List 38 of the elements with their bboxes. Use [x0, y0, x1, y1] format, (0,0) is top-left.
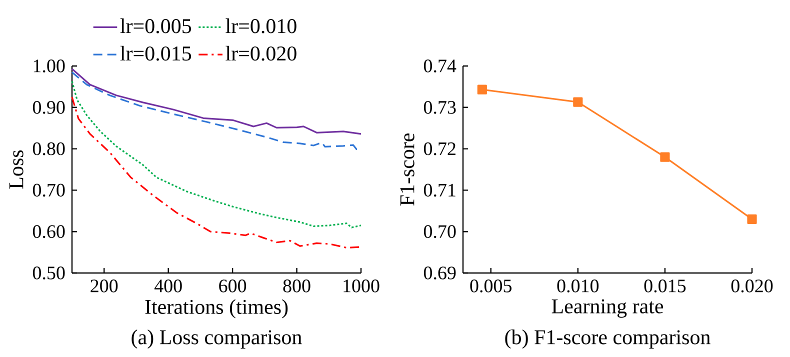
y-tick-label: 0.74: [424, 60, 456, 72]
y-tick-label: 0.73: [424, 100, 456, 114]
legend-label: lr=0.020: [226, 46, 296, 61]
y-tick-label: 0.70: [32, 184, 65, 197]
y-tick-label: 0.80: [32, 142, 65, 156]
x-tick-label: 400: [154, 280, 182, 292]
y-tick-label: 0.72: [424, 142, 456, 156]
point: [573, 97, 583, 107]
x-tick-label: 0.020: [731, 280, 773, 292]
y-axis-title: F1-score: [400, 133, 414, 206]
y-tick-label: 0.69: [424, 266, 456, 280]
line-series: [71, 96, 362, 249]
line-series: [71, 68, 362, 135]
y-axis-title: Loss: [9, 150, 24, 189]
point: [747, 214, 757, 224]
legend-label: lr=0.015: [120, 46, 192, 61]
x-axis-title: Iterations (times): [145, 299, 288, 318]
legend-label: lr=0.010: [226, 18, 296, 34]
y-tick-label: 0.70: [424, 225, 456, 238]
legend-label: lr=0.005: [120, 18, 192, 34]
y-tick-label: 0.60: [32, 225, 65, 238]
y-tick-label: 0.90: [32, 100, 65, 114]
x-tick-label: 0.005: [470, 280, 512, 292]
y-tick-label: 0.71: [424, 184, 456, 197]
x-axis-title: Learning rate: [552, 299, 664, 318]
y-tick-label: 1.00: [34, 60, 65, 72]
y-tick-label: 0.50: [32, 266, 65, 280]
point: [660, 152, 670, 162]
x-tick-label: 0.015: [644, 280, 686, 292]
x-tick-label: 0.010: [557, 280, 599, 292]
x-tick-label: 1000: [344, 280, 380, 292]
text: (b) F1-score comparison: [505, 330, 710, 349]
x-tick-label: 600: [219, 280, 246, 292]
text: (a) Loss comparison: [132, 330, 302, 349]
x-tick-label: 200: [90, 280, 118, 292]
line-series: [71, 80, 362, 228]
x-tick-label: 800: [283, 280, 310, 292]
point: [477, 84, 487, 94]
